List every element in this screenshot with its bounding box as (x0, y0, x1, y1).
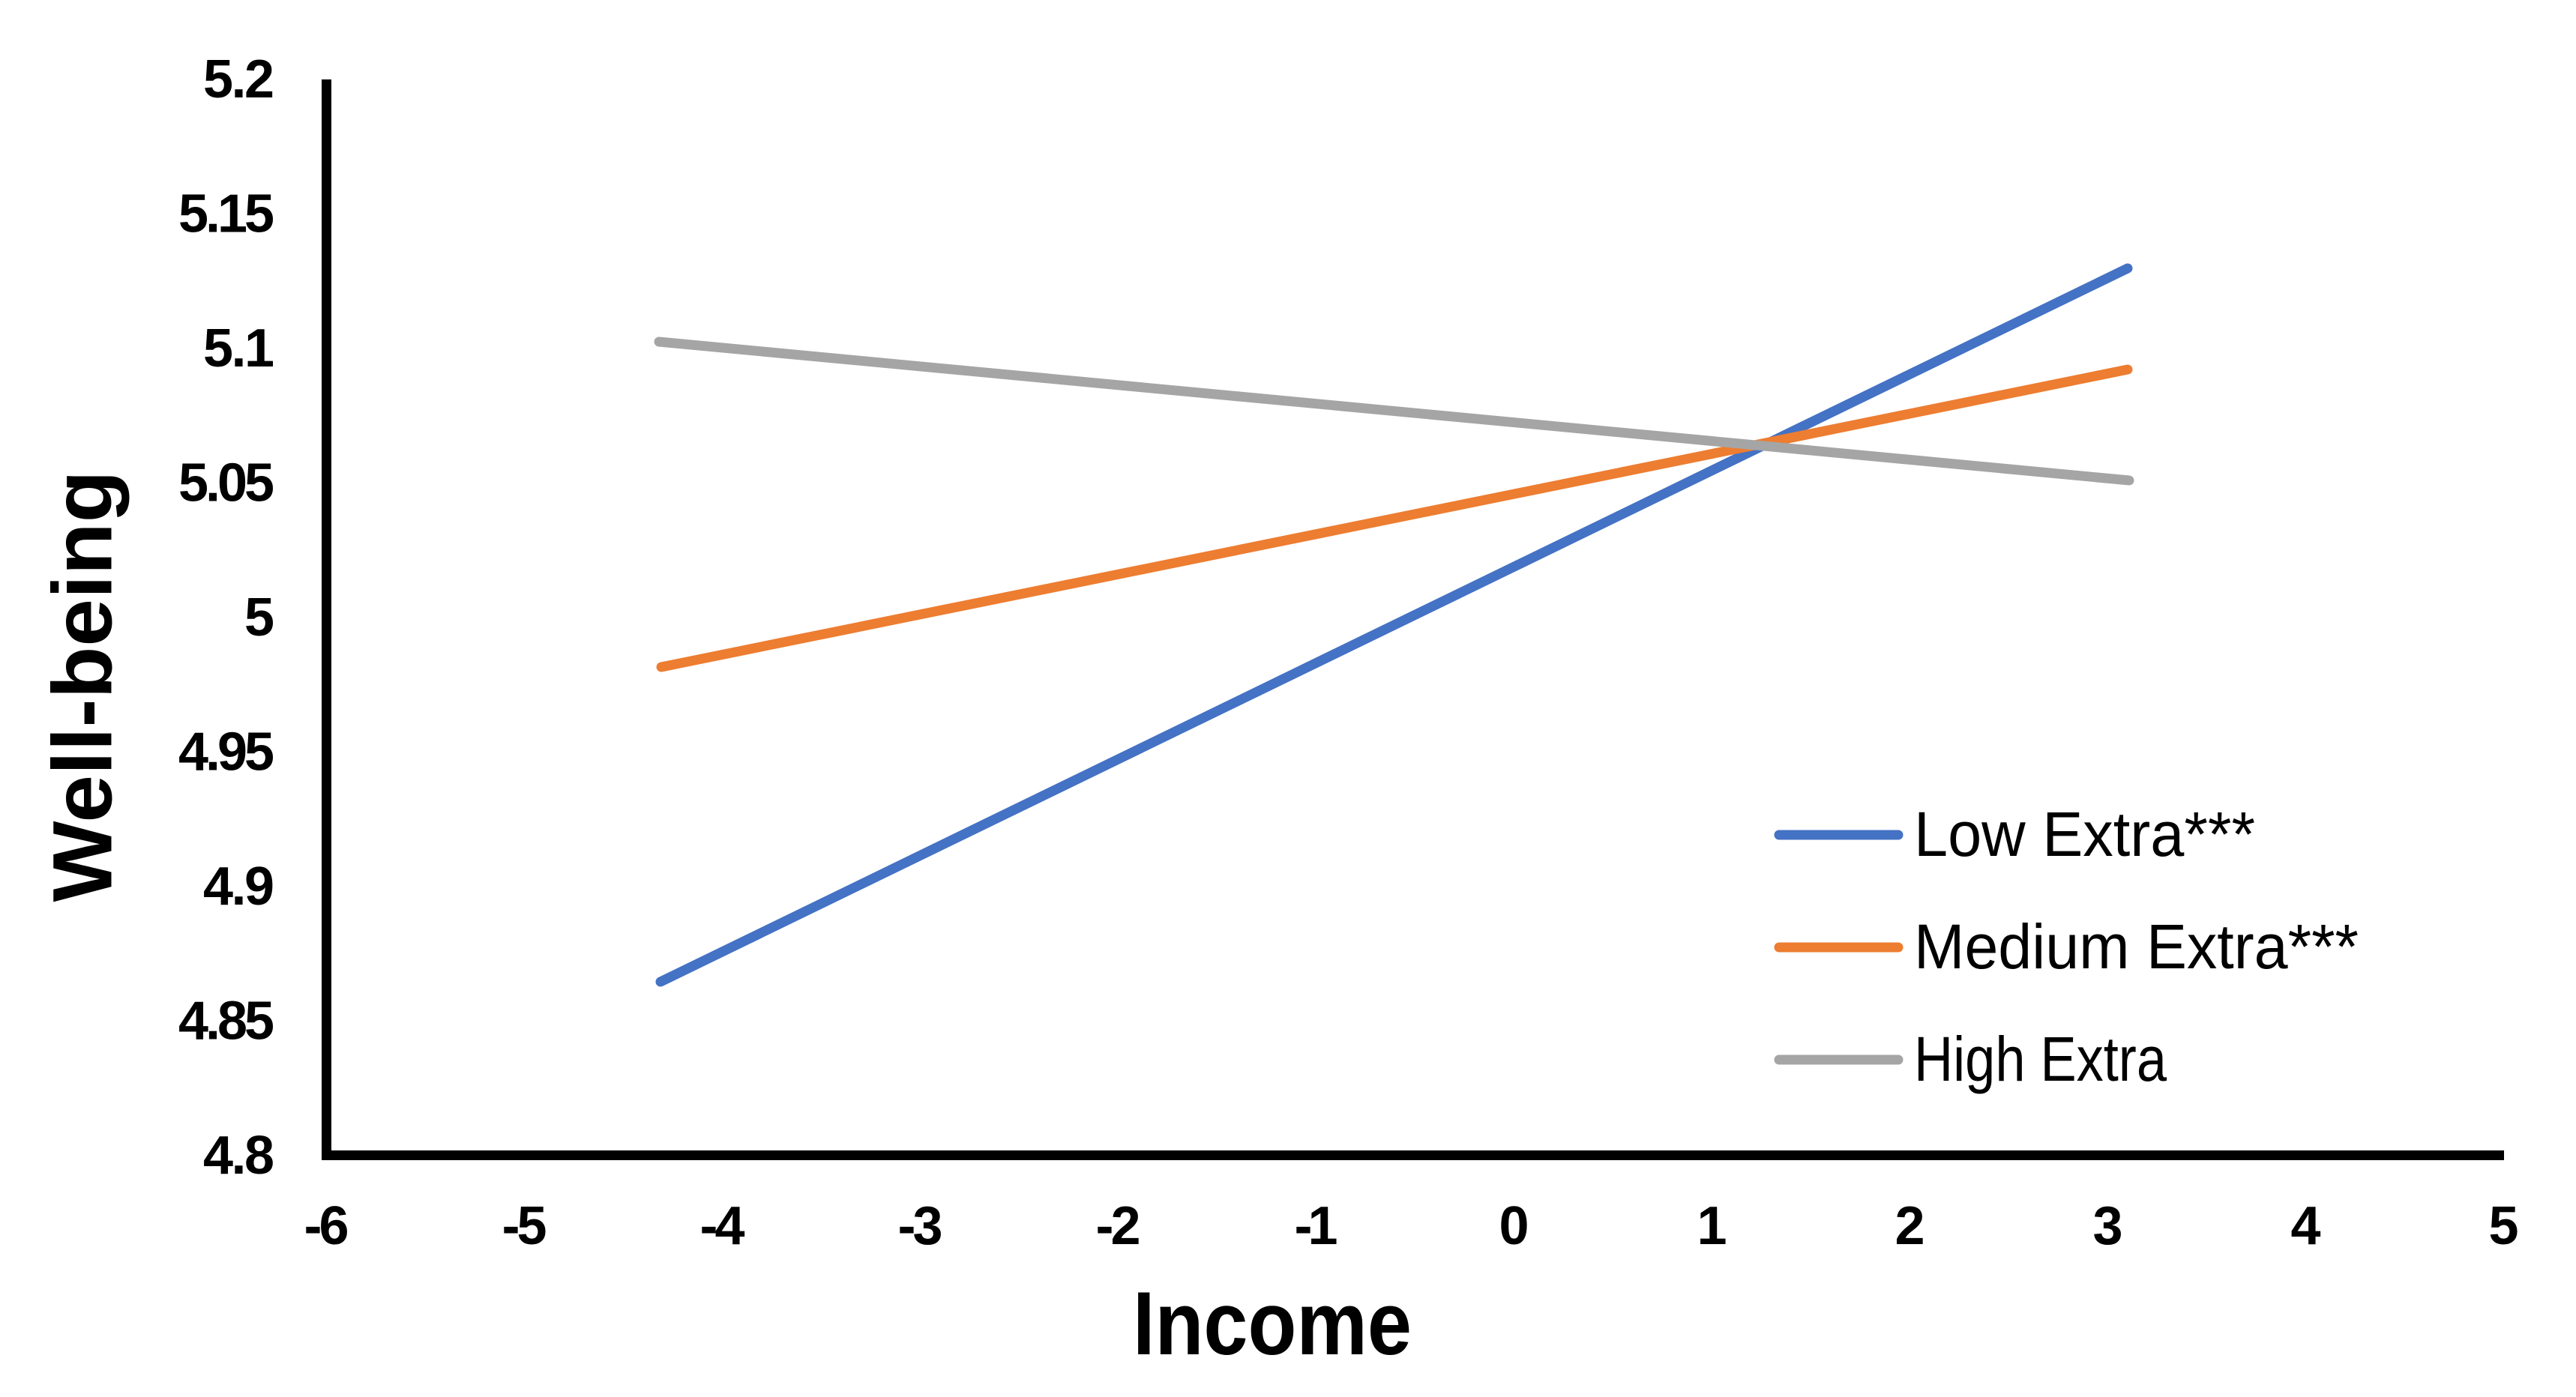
svg-text:Low Extra***: Low Extra*** (1914, 799, 2255, 869)
svg-text:Income: Income (1133, 1273, 1412, 1374)
svg-text:-1: -1 (1295, 1196, 1338, 1256)
svg-text:4.9: 4.9 (203, 857, 274, 917)
svg-text:3: 3 (2092, 1196, 2122, 1256)
svg-text:4: 4 (2290, 1196, 2320, 1256)
svg-text:4.85: 4.85 (178, 992, 274, 1051)
svg-text:0: 0 (1499, 1196, 1529, 1256)
svg-text:5.2: 5.2 (203, 49, 274, 109)
svg-text:5.1: 5.1 (203, 319, 274, 378)
svg-text:5: 5 (244, 588, 274, 648)
svg-text:-2: -2 (1096, 1196, 1141, 1256)
svg-text:-5: -5 (502, 1196, 547, 1256)
svg-text:-4: -4 (700, 1196, 745, 1256)
svg-text:5: 5 (2488, 1196, 2518, 1256)
svg-text:5.15: 5.15 (178, 184, 274, 244)
svg-text:Medium Extra***: Medium Extra*** (1914, 911, 2359, 982)
svg-text:-3: -3 (898, 1196, 943, 1256)
svg-text:High Extra: High Extra (1914, 1024, 2167, 1094)
svg-text:5.05: 5.05 (178, 453, 274, 513)
svg-text:1: 1 (1697, 1196, 1727, 1256)
svg-text:Well-being: Well-being (36, 471, 130, 902)
svg-text:4.95: 4.95 (178, 722, 274, 782)
svg-text:4.8: 4.8 (203, 1126, 274, 1186)
svg-text:-6: -6 (304, 1196, 349, 1256)
svg-text:2: 2 (1895, 1196, 1925, 1256)
